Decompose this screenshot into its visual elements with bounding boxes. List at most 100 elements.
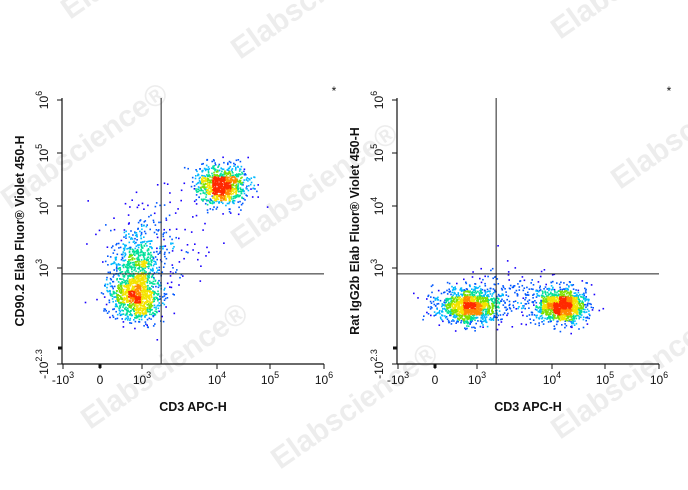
event-dot — [235, 174, 238, 177]
event-dot — [578, 308, 580, 311]
event-dot — [567, 299, 569, 302]
event-dot — [555, 317, 557, 320]
event-dot — [459, 311, 461, 313]
event-dot — [481, 311, 483, 313]
event-dot — [127, 269, 130, 271]
event-dot — [466, 320, 469, 323]
event-dot — [239, 168, 241, 170]
event-dot — [545, 308, 547, 311]
event-dot — [452, 298, 455, 300]
event-dot — [138, 278, 140, 280]
event-dot — [125, 313, 128, 316]
event-dot — [581, 301, 583, 304]
event-dot — [210, 179, 213, 181]
event-dot — [238, 206, 240, 209]
event-dot — [230, 191, 232, 194]
watermark-text: Elabscience® — [265, 337, 444, 476]
event-dot — [500, 321, 503, 323]
event-dot — [494, 301, 496, 304]
event-dot — [117, 285, 119, 287]
event-dot — [164, 297, 167, 300]
event-dot — [229, 175, 231, 177]
event-dot — [130, 274, 133, 276]
event-dot — [505, 291, 507, 293]
event-dot — [152, 264, 155, 267]
event-dot — [143, 325, 145, 327]
event-dot — [554, 316, 556, 319]
event-dot — [563, 316, 565, 319]
event-dot — [224, 185, 227, 187]
event-dot — [471, 300, 473, 302]
event-dot — [518, 289, 521, 291]
event-dot — [156, 339, 159, 341]
event-dot — [570, 314, 573, 317]
event-dot — [121, 281, 124, 284]
event-dot — [449, 290, 451, 293]
event-dot — [442, 320, 444, 323]
event-dot — [156, 184, 159, 186]
event-dot — [150, 276, 153, 278]
event-dot — [145, 265, 147, 268]
event-dot — [537, 310, 540, 313]
event-dot — [561, 294, 564, 297]
event-dot — [577, 289, 580, 292]
event-dot — [557, 313, 559, 316]
event-dot — [135, 296, 137, 298]
event-dot — [476, 303, 478, 306]
event-dot — [433, 303, 436, 306]
event-dot — [205, 199, 208, 201]
event-dot — [510, 310, 513, 312]
event-dot — [138, 283, 141, 286]
event-dot — [452, 287, 455, 289]
event-dot — [153, 298, 155, 300]
event-dot — [127, 319, 129, 321]
event-dot — [210, 199, 212, 202]
event-dot — [479, 309, 481, 312]
event-dot — [479, 277, 481, 280]
event-dot — [430, 285, 433, 288]
event-dot — [164, 262, 166, 265]
event-dot — [112, 245, 114, 247]
event-dot — [568, 297, 571, 299]
event-dot — [466, 315, 469, 318]
event-dot — [491, 308, 494, 311]
event-dot — [140, 272, 143, 274]
event-dot — [235, 180, 238, 182]
event-dot — [573, 297, 575, 299]
event-dot — [201, 179, 203, 182]
corner-marker: * — [332, 84, 337, 98]
event-dot — [137, 262, 140, 264]
event-dot — [453, 292, 456, 295]
event-dot — [460, 306, 462, 308]
event-dot — [571, 303, 574, 305]
event-dot — [146, 308, 148, 310]
event-dot — [119, 295, 121, 297]
event-dot — [468, 308, 471, 311]
event-dot — [491, 298, 494, 300]
event-dot — [543, 311, 545, 313]
event-dot — [143, 280, 146, 283]
event-dot — [555, 311, 557, 313]
event-dot — [574, 292, 577, 294]
event-dot — [106, 276, 108, 279]
event-dot — [134, 309, 136, 311]
event-dot — [474, 304, 477, 306]
event-dot — [157, 307, 160, 310]
event-dot — [153, 260, 155, 262]
event-dot — [441, 303, 444, 305]
event-dot — [477, 291, 479, 293]
event-dot — [496, 297, 499, 299]
event-dot — [511, 286, 514, 289]
event-dot — [150, 313, 153, 316]
event-dot — [561, 288, 564, 291]
event-dot — [122, 292, 124, 295]
event-dot — [509, 308, 512, 310]
event-dot — [235, 166, 237, 169]
event-dot — [152, 315, 155, 318]
event-dot — [221, 179, 224, 181]
event-dot — [115, 310, 117, 313]
event-dot — [146, 275, 149, 277]
event-dot — [154, 280, 157, 282]
event-dot — [491, 306, 494, 309]
event-dot — [137, 302, 140, 305]
